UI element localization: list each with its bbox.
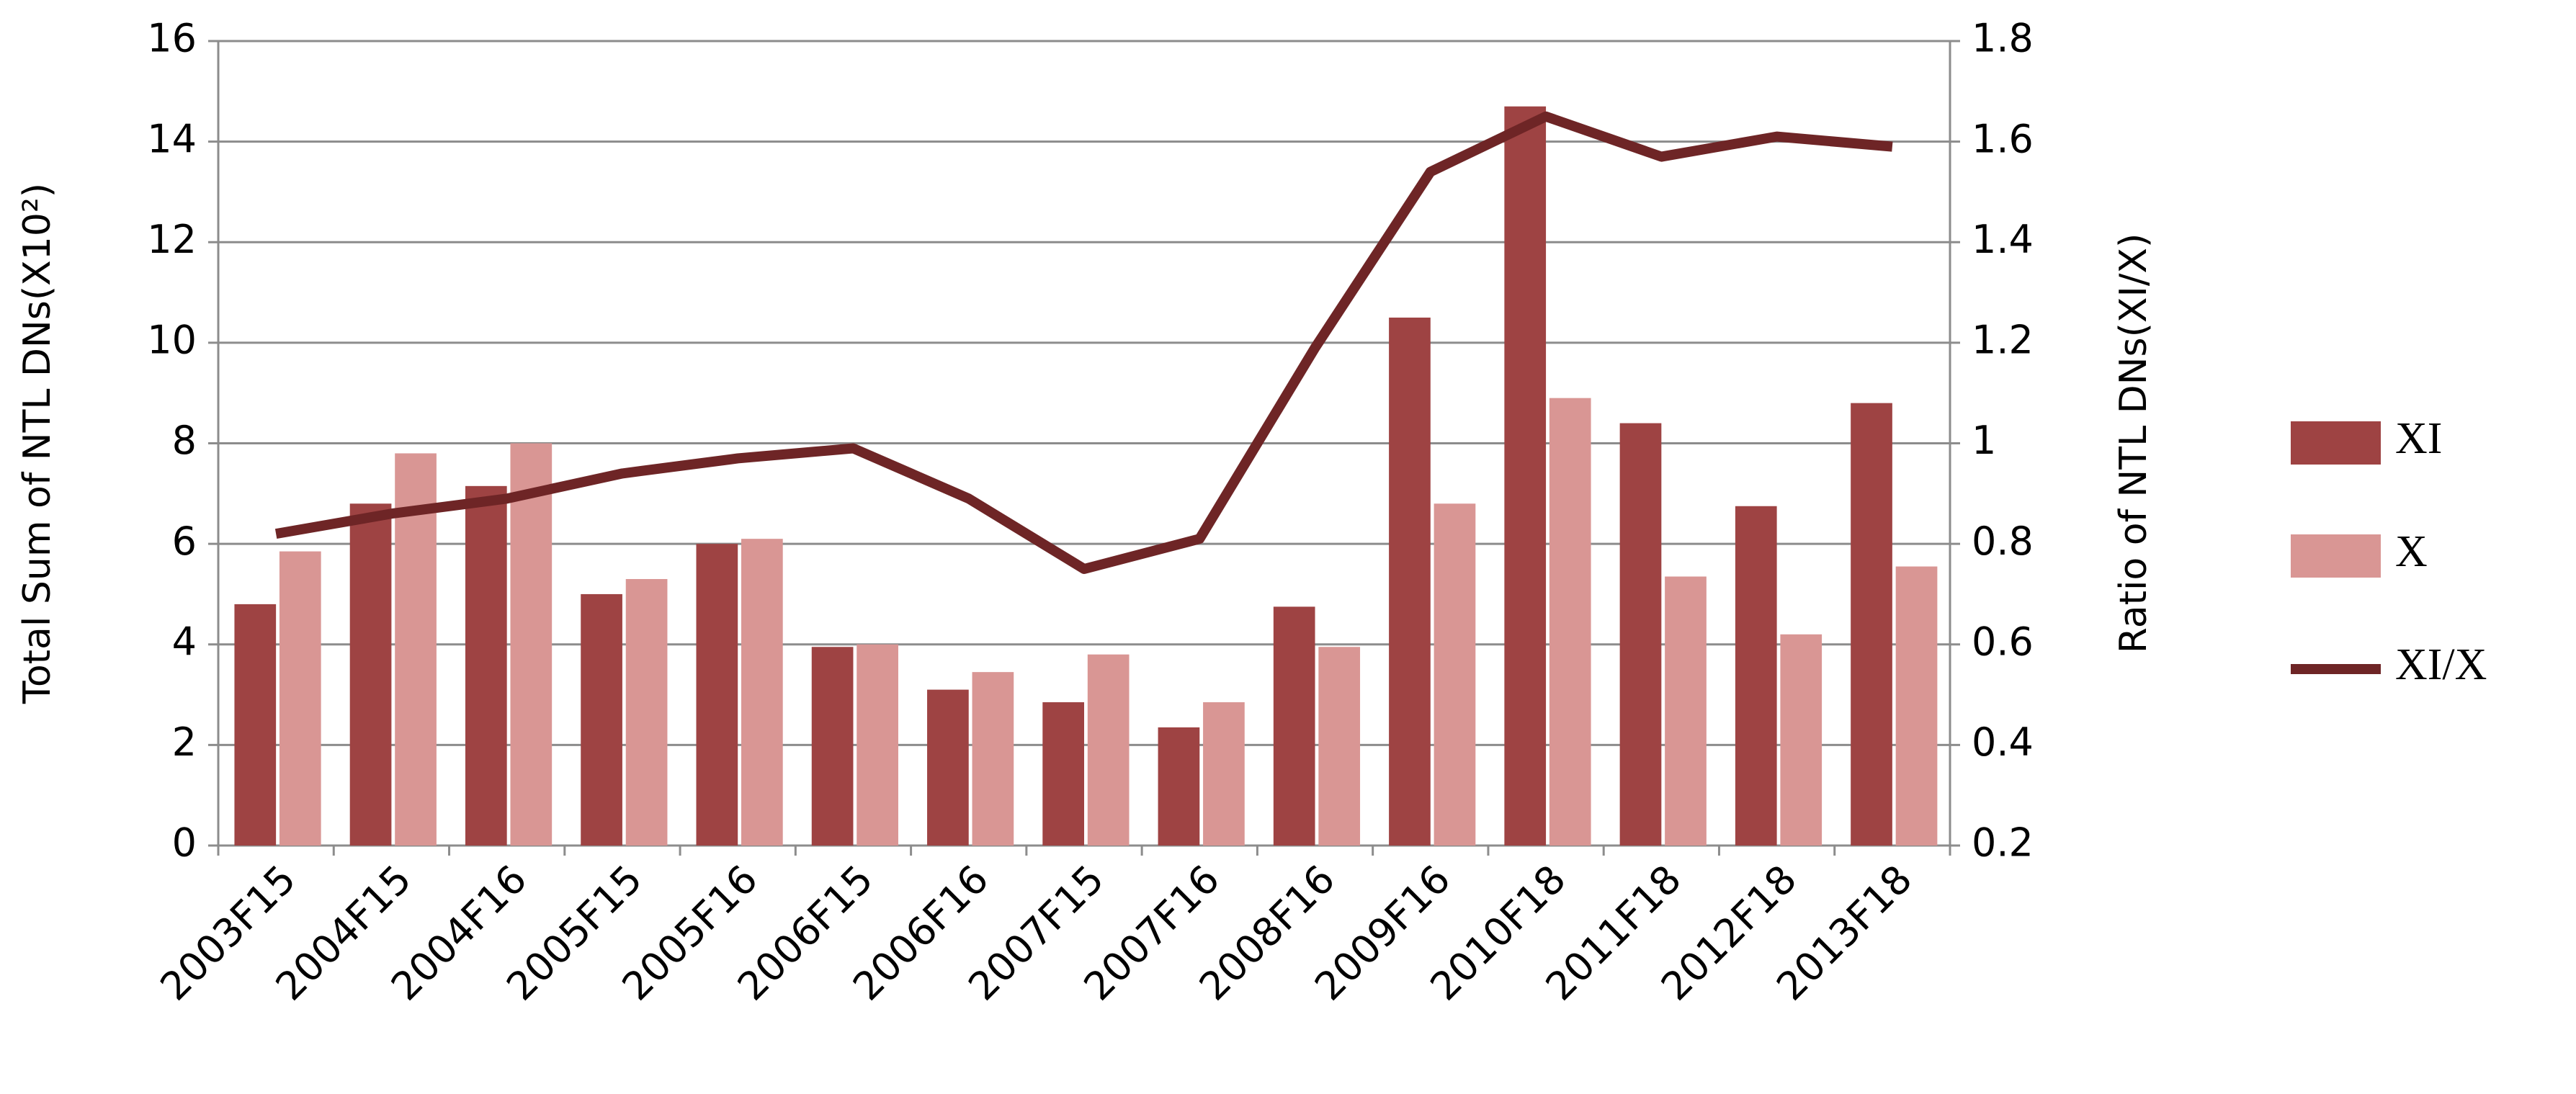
legend-swatch	[2291, 534, 2381, 578]
bar	[1549, 398, 1591, 846]
y2-tick-label: 1.4	[1972, 217, 2034, 262]
bar	[1895, 566, 1938, 846]
y2-tick-label: 1.6	[1972, 116, 2034, 161]
bar	[1851, 403, 1892, 846]
bar	[1318, 647, 1361, 846]
bar	[1780, 634, 1823, 846]
bar	[696, 544, 738, 846]
bar	[1389, 317, 1431, 846]
y-tick-label: 8	[172, 418, 197, 463]
bar	[927, 689, 969, 846]
y2-tick-label: 0.2	[1972, 820, 2034, 866]
legend-label: XI/X	[2395, 640, 2487, 689]
bar	[1087, 654, 1130, 846]
y-tick-label: 0	[172, 820, 197, 866]
bar	[1665, 576, 1707, 846]
bar	[1042, 702, 1084, 846]
y2-tick-label: 1.8	[1972, 16, 2034, 61]
bar	[234, 604, 277, 846]
y2-axis-title: Ratio of NTL DNs(XI/X)	[2112, 233, 2155, 654]
y-tick-label: 2	[172, 719, 197, 765]
y2-tick-label: 1	[1972, 418, 1996, 463]
y2-tick-label: 1.2	[1972, 318, 2034, 363]
legend-swatch	[2291, 421, 2381, 465]
bar	[1434, 503, 1476, 846]
bar	[279, 551, 321, 846]
bar	[741, 539, 783, 846]
y-tick-label: 4	[172, 619, 197, 664]
y-tick-label: 10	[147, 318, 197, 363]
bar	[581, 593, 622, 846]
y-tick-label: 16	[147, 16, 197, 61]
bar	[1619, 423, 1662, 846]
y-tick-label: 6	[172, 519, 197, 564]
y-tick-label: 12	[147, 217, 197, 262]
bar	[465, 485, 507, 846]
bar	[1273, 606, 1315, 846]
y2-tick-label: 0.4	[1972, 719, 2034, 765]
y-tick-label: 14	[147, 116, 197, 161]
bar	[1158, 727, 1200, 846]
legend-label: X	[2395, 527, 2428, 576]
y-axis-title: Total Sum of NTL DNs(X10²)	[16, 183, 59, 704]
bar	[625, 578, 668, 846]
bar	[510, 443, 553, 846]
bar	[1735, 506, 1777, 846]
bar	[395, 453, 437, 846]
legend-label: XI	[2395, 414, 2442, 463]
bar	[1504, 106, 1547, 846]
bar	[857, 644, 898, 846]
bar	[1203, 702, 1245, 846]
y2-tick-label: 0.6	[1972, 619, 2034, 664]
bar	[811, 647, 854, 846]
y2-tick-label: 0.8	[1972, 519, 2034, 564]
line	[274, 111, 1893, 575]
bar	[972, 672, 1014, 846]
bar	[349, 503, 392, 846]
